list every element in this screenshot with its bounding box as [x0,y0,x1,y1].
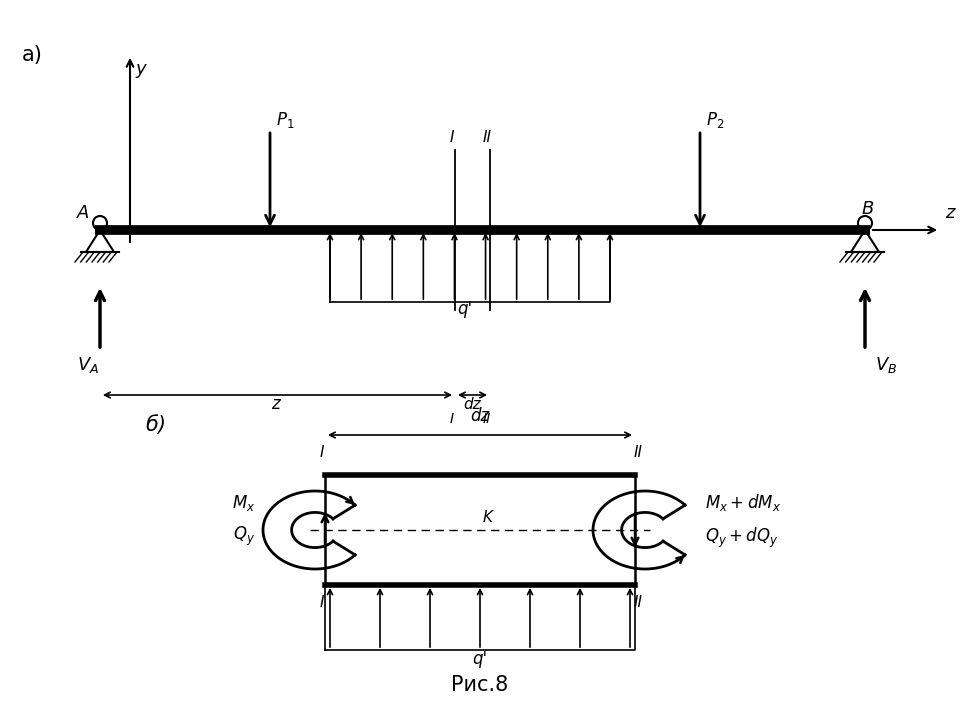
Text: dz: dz [470,407,490,425]
Text: $M_x+dM_x$: $M_x+dM_x$ [705,492,781,513]
Text: б): б) [145,415,166,435]
Text: $Q_y+dQ_y$: $Q_y+dQ_y$ [705,526,779,550]
Text: I: I [450,412,454,426]
Text: $V_B$: $V_B$ [875,355,898,375]
Text: z: z [945,204,954,222]
Text: B: B [862,200,875,218]
Text: dz: dz [464,397,481,412]
Text: $V_A$: $V_A$ [77,355,99,375]
Text: II: II [634,445,642,460]
Text: q': q' [472,650,488,668]
Text: II: II [634,595,642,610]
Text: $P_2$: $P_2$ [706,110,724,130]
Text: I: I [449,130,454,145]
Text: $P_1$: $P_1$ [276,110,295,130]
Text: II: II [483,412,492,426]
Text: а): а) [22,45,43,65]
Text: z: z [271,395,279,413]
Text: $M_x$: $M_x$ [231,493,255,513]
Text: $Q_y$: $Q_y$ [233,525,255,548]
Text: Рис.8: Рис.8 [451,675,509,695]
Text: q': q' [457,300,472,318]
Text: I: I [320,445,324,460]
Text: I: I [320,595,324,610]
Text: K: K [483,510,493,525]
Text: A: A [77,204,89,222]
Text: II: II [483,130,492,145]
Text: y: y [135,60,146,78]
